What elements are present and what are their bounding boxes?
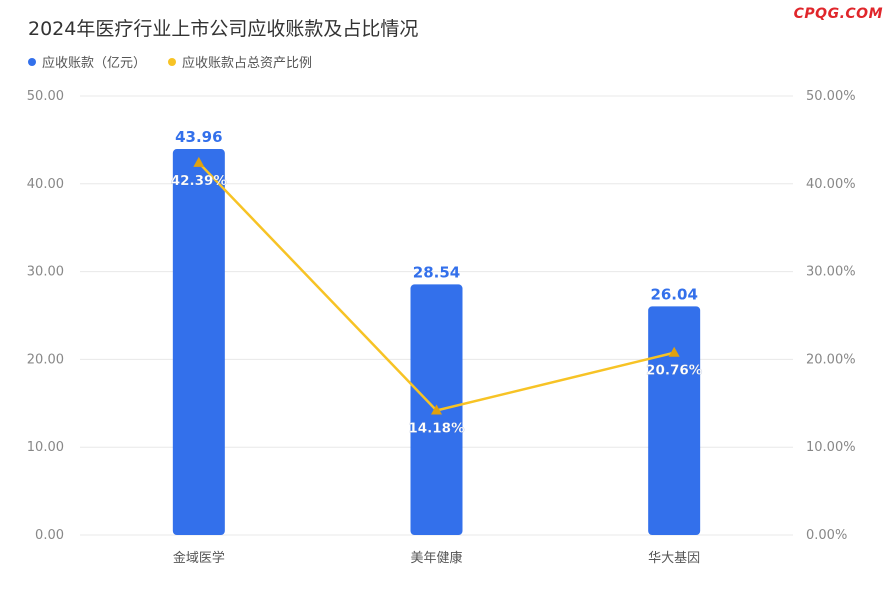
legend-bar-dot-icon [28, 57, 36, 66]
legend-item-bar[interactable]: 应收账款（亿元） [28, 52, 146, 71]
bar-value-label: 26.04 [650, 285, 697, 303]
y-right-tick-label: 10.00% [806, 440, 856, 455]
y-left-tick-label: 40.00 [27, 177, 64, 192]
y-left-tick-label: 30.00 [27, 265, 64, 280]
y-left-tick-label: 20.00 [27, 352, 64, 367]
legend-bar-label: 应收账款（亿元） [42, 56, 147, 71]
y-right-tick-label: 0.00% [806, 528, 847, 543]
x-category-label: 金域医学 [173, 550, 225, 566]
legend-line-label: 应收账款占总资产比例 [182, 56, 313, 71]
line-value-label: 42.39% [171, 173, 228, 189]
legend-line-dot-icon [168, 57, 177, 66]
chart-title: 2024年医疗行业上市公司应收账款及占比情况 [28, 18, 419, 40]
brand-logo: CPQG.COM [793, 6, 883, 22]
y-left-tick-label: 10.00 [27, 440, 64, 455]
line-point-marker [193, 156, 205, 167]
y-right-tick-label: 30.00% [806, 265, 856, 280]
y-right-tick-label: 50.00% [806, 89, 856, 104]
bar [648, 306, 701, 535]
x-category-label: 华大基因 [648, 551, 700, 566]
legend-item-line[interactable]: 应收账款占总资产比例 [168, 52, 312, 71]
y-right-tick-label: 40.00% [806, 177, 856, 192]
x-category-label: 美年健康 [410, 550, 462, 566]
line-value-label: 14.18% [408, 420, 465, 436]
y-right-tick-label: 20.00% [806, 352, 856, 367]
y-left-tick-label: 0.00 [35, 528, 64, 543]
bar-value-label: 28.54 [413, 263, 460, 281]
bar [172, 149, 225, 536]
y-left-tick-label: 50.00 [27, 89, 64, 104]
line-point-marker [431, 404, 442, 415]
line-point-marker [668, 346, 680, 357]
line-value-label: 20.76% [646, 363, 703, 379]
legend: 应收账款（亿元） 应收账款占总资产比例 [28, 52, 334, 71]
bar-value-label: 43.96 [175, 128, 222, 146]
